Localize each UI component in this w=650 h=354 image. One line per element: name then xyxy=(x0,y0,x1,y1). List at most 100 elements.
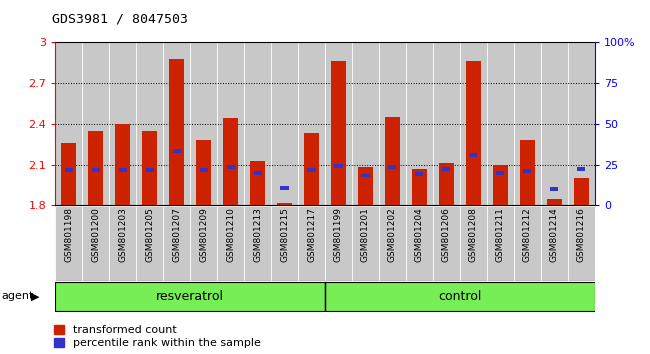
Bar xyxy=(250,161,265,205)
Text: GSM801199: GSM801199 xyxy=(334,207,343,262)
Bar xyxy=(136,206,163,281)
Bar xyxy=(109,206,136,281)
Bar xyxy=(443,167,450,171)
Bar xyxy=(433,42,460,205)
Bar xyxy=(244,42,271,205)
Bar xyxy=(487,206,514,281)
Text: GSM801214: GSM801214 xyxy=(550,207,559,262)
Bar xyxy=(244,206,271,281)
Text: GSM801203: GSM801203 xyxy=(118,207,127,262)
Text: ▶: ▶ xyxy=(31,291,40,302)
Bar xyxy=(358,167,373,205)
Bar xyxy=(361,173,369,177)
Bar xyxy=(389,165,396,169)
Text: GSM801215: GSM801215 xyxy=(280,207,289,262)
Bar xyxy=(196,140,211,205)
Bar xyxy=(466,62,481,205)
Bar xyxy=(307,168,315,172)
Bar xyxy=(271,206,298,281)
Bar xyxy=(109,42,136,205)
Bar xyxy=(406,42,433,205)
Bar xyxy=(173,149,181,153)
Bar xyxy=(541,42,568,205)
Bar xyxy=(115,124,130,205)
Text: GSM801209: GSM801209 xyxy=(199,207,208,262)
Bar xyxy=(55,282,325,311)
Text: GSM801198: GSM801198 xyxy=(64,207,73,262)
Bar xyxy=(55,42,83,205)
Bar xyxy=(83,206,109,281)
Bar xyxy=(497,171,504,175)
Bar xyxy=(433,206,460,281)
Bar xyxy=(568,42,595,205)
Text: GSM801202: GSM801202 xyxy=(388,207,397,262)
Bar xyxy=(325,206,352,281)
Bar xyxy=(514,206,541,281)
Bar xyxy=(163,42,190,205)
Bar xyxy=(92,168,99,172)
Text: GSM801211: GSM801211 xyxy=(496,207,505,262)
Text: GSM801213: GSM801213 xyxy=(253,207,262,262)
Bar xyxy=(385,117,400,205)
Bar xyxy=(325,282,595,311)
Text: GSM801217: GSM801217 xyxy=(307,207,316,262)
Bar xyxy=(65,168,73,172)
Bar xyxy=(298,42,325,205)
Bar xyxy=(379,206,406,281)
Text: GSM801204: GSM801204 xyxy=(415,207,424,262)
Bar xyxy=(547,199,562,205)
Bar xyxy=(190,206,217,281)
Bar xyxy=(574,178,589,205)
Bar xyxy=(331,62,346,205)
Bar xyxy=(325,42,352,205)
Bar xyxy=(271,42,298,205)
Bar xyxy=(493,165,508,205)
Bar xyxy=(146,168,153,172)
Bar xyxy=(119,168,127,172)
Bar xyxy=(61,143,76,205)
Text: GSM801210: GSM801210 xyxy=(226,207,235,262)
Bar xyxy=(415,172,423,176)
Bar xyxy=(277,202,292,205)
Bar xyxy=(169,59,184,205)
Bar xyxy=(520,140,535,205)
Text: GSM801212: GSM801212 xyxy=(523,207,532,262)
Bar xyxy=(281,186,289,190)
Legend: transformed count, percentile rank within the sample: transformed count, percentile rank withi… xyxy=(55,325,261,348)
Bar xyxy=(82,42,109,205)
Bar xyxy=(200,168,207,172)
Bar xyxy=(227,165,235,169)
Bar xyxy=(379,42,406,205)
Text: GDS3981 / 8047503: GDS3981 / 8047503 xyxy=(52,12,188,25)
Bar xyxy=(460,206,487,281)
Text: GSM801206: GSM801206 xyxy=(442,207,451,262)
Bar xyxy=(223,119,238,205)
Text: GSM801207: GSM801207 xyxy=(172,207,181,262)
Bar xyxy=(577,167,585,171)
Bar xyxy=(352,206,379,281)
Text: GSM801208: GSM801208 xyxy=(469,207,478,262)
Bar xyxy=(217,42,244,205)
Text: agent: agent xyxy=(1,291,34,302)
Bar xyxy=(88,131,103,205)
Bar xyxy=(551,187,558,191)
Bar xyxy=(163,206,190,281)
Bar xyxy=(335,164,343,168)
Bar xyxy=(406,206,433,281)
Bar xyxy=(352,42,379,205)
Bar xyxy=(55,206,82,281)
Bar xyxy=(469,153,477,157)
Bar xyxy=(298,206,325,281)
Bar xyxy=(254,171,261,175)
Text: GSM801200: GSM801200 xyxy=(91,207,100,262)
Bar xyxy=(217,206,244,281)
Bar xyxy=(523,170,531,173)
Bar xyxy=(412,169,427,205)
Bar xyxy=(541,206,567,281)
Bar xyxy=(136,42,163,205)
Bar xyxy=(439,163,454,205)
Bar xyxy=(460,42,487,205)
Bar xyxy=(304,133,319,205)
Bar xyxy=(190,42,217,205)
Bar xyxy=(568,206,595,281)
